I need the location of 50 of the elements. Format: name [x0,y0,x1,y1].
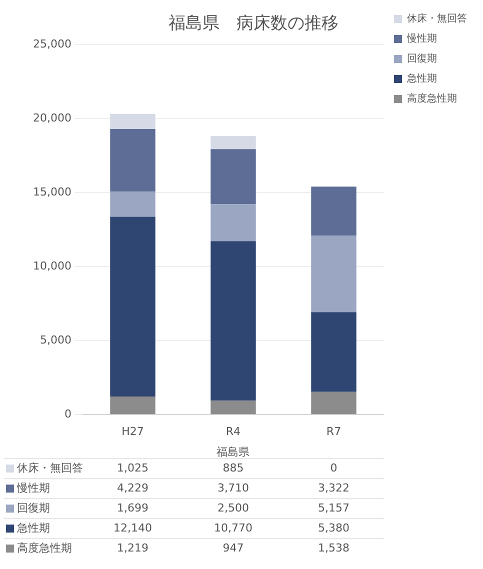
legend-label: 休床・無回答 [407,12,467,25]
x-axis-title: 福島県 [216,445,250,458]
bar [210,136,256,150]
bar [311,186,356,236]
bar [210,204,256,242]
data-label: 3,710 [217,481,249,494]
data-label: 3,322 [318,481,350,494]
x-tick-label: H27 [122,425,144,438]
legend-label: 高度急性期 [17,541,72,554]
data-label: 947 [222,541,244,554]
legend-label: 慢性期 [406,32,437,45]
text: 急性期 [407,74,437,85]
legend-label: 回復期 [407,52,437,65]
bar [210,149,256,204]
bar [110,129,156,192]
data-label: 1,538 [318,541,350,554]
y-tick-label: 25,000 [32,37,72,50]
data-label: 10,770 [214,521,252,534]
bar [311,236,356,312]
data-label: 4,229 [116,481,148,494]
data-label: 1,219 [116,541,148,554]
y-tick-label: 20,000 [32,111,72,124]
x-tick-label: R7 [326,425,342,438]
data-label: 885 [222,461,244,474]
bar [110,192,156,217]
data-label: 12,140 [113,521,152,534]
text: 慢性期 [17,481,50,494]
y-tick-label: 10,000 [32,259,72,272]
text: 休床・無回答 [17,461,83,474]
data-label: 2,500 [217,501,249,514]
data-label: 1,025 [116,461,148,474]
bar [210,400,256,414]
bar [110,114,156,129]
data-label: 5,380 [318,521,350,534]
bar [311,392,356,414]
y-tick-label: 15,000 [32,185,72,198]
data-label: 0 [330,461,338,474]
x-tick-label: R4 [226,425,241,438]
data-label: 5,157 [318,501,350,514]
y-tick-label: 5,000 [40,333,72,346]
bar [110,396,156,414]
bar [110,216,156,397]
text: 回復期 [17,501,50,514]
bar [311,312,356,392]
data-label: 1,699 [116,501,148,514]
text: 高度急性期 [407,94,457,105]
bar [210,241,256,401]
y-tick-label: 0 [64,407,72,420]
chart-title: 福島県 病床数の推移 [168,14,338,34]
legend-label: 急性期 [16,521,50,534]
